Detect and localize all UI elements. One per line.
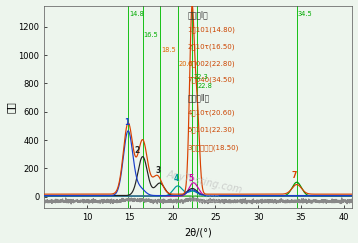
Text: 18.5: 18.5 [161,47,175,53]
Text: 2: 2 [134,146,139,155]
Text: 3：无定型相(18.50): 3：无定型相(18.50) [188,145,239,151]
Text: 1：101(14.80): 1：101(14.80) [188,27,236,34]
Text: 百检网 仪测网: 百检网 仪测网 [190,195,218,201]
Text: 2：10τ(16.50): 2：10τ(16.50) [188,43,235,50]
Text: 5：101(22.30): 5：101(22.30) [188,126,235,133]
Text: 3: 3 [155,166,161,175]
Text: 纤维素Ⅰ：: 纤维素Ⅰ： [188,11,208,20]
Text: 20.6: 20.6 [179,61,194,67]
Y-axis label: 强度: 强度 [6,101,15,113]
Text: 34.5: 34.5 [298,11,313,17]
Text: 6：002(22.80): 6：002(22.80) [188,60,235,67]
Text: 5: 5 [188,174,193,183]
Text: 22.3: 22.3 [193,74,208,79]
Text: 1: 1 [124,118,129,127]
Text: 14.8: 14.8 [129,11,144,17]
Text: 7: 7 [292,171,297,180]
Text: AnyTesting.com: AnyTesting.com [166,169,243,195]
Text: 22.8: 22.8 [198,83,213,89]
Text: 4：10τ(20.60): 4：10τ(20.60) [188,110,235,116]
Text: 4: 4 [174,174,179,183]
Text: 16.5: 16.5 [144,33,159,38]
Text: 7：040(34.50): 7：040(34.50) [188,77,235,83]
Text: 纤维素Ⅱ：: 纤维素Ⅱ： [188,93,210,102]
X-axis label: 2θ/(°): 2θ/(°) [184,227,212,237]
